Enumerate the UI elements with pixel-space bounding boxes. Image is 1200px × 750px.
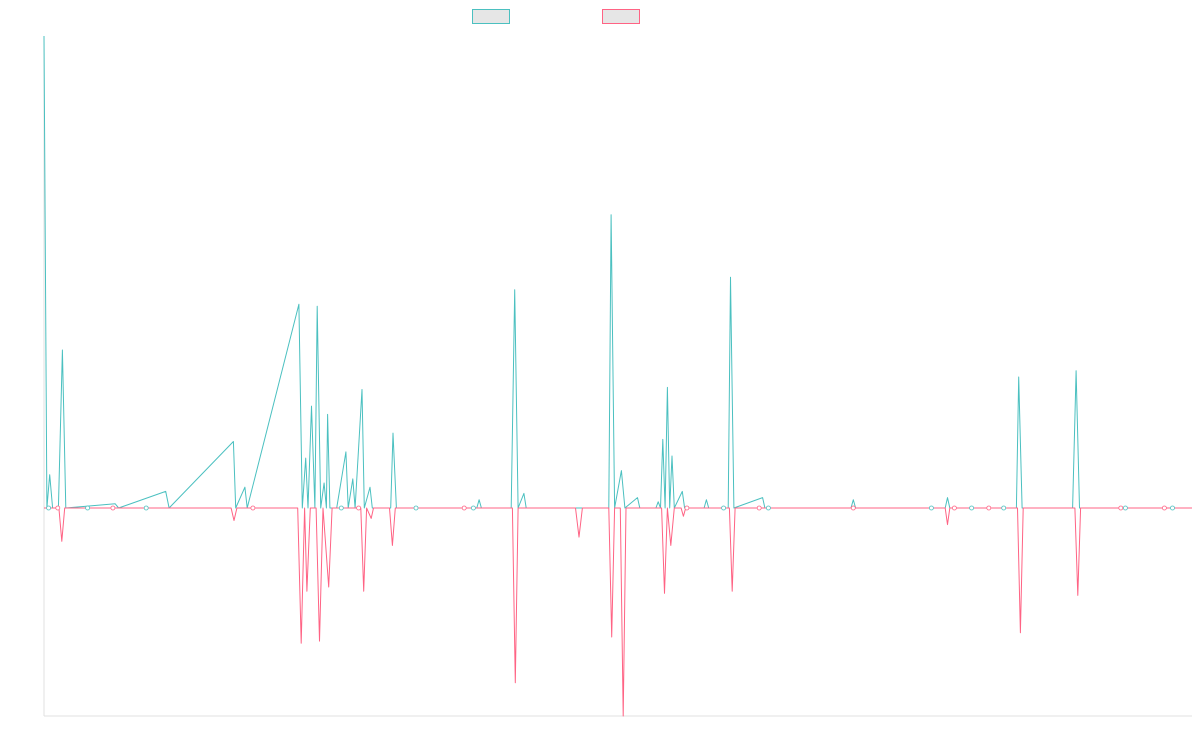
- data-point-marker[interactable]: [338, 505, 344, 511]
- data-point-marker[interactable]: [143, 505, 149, 511]
- data-point-marker[interactable]: [969, 505, 974, 511]
- series-line-positive[interactable]: [43, 35, 1192, 509]
- data-point-marker[interactable]: [250, 505, 256, 511]
- data-point-marker[interactable]: [986, 505, 992, 511]
- data-point-marker[interactable]: [110, 505, 116, 511]
- data-point-marker[interactable]: [85, 505, 90, 511]
- data-point-marker[interactable]: [470, 505, 476, 511]
- data-point-marker[interactable]: [850, 505, 856, 511]
- data-point-marker[interactable]: [766, 505, 771, 511]
- data-point-marker[interactable]: [929, 505, 934, 511]
- legend-item-positive[interactable]: [472, 9, 510, 24]
- data-point-marker[interactable]: [1123, 505, 1128, 511]
- data-point-marker[interactable]: [684, 505, 690, 511]
- data-point-marker[interactable]: [46, 505, 51, 511]
- data-point-marker[interactable]: [1118, 505, 1124, 511]
- data-point-marker[interactable]: [952, 505, 957, 511]
- legend: [472, 9, 640, 24]
- data-point-marker[interactable]: [1162, 505, 1167, 511]
- data-point-marker[interactable]: [756, 505, 762, 511]
- legend-swatch-positive: [472, 9, 510, 24]
- series-line-negative[interactable]: [44, 507, 1192, 717]
- legend-swatch-negative: [602, 9, 640, 24]
- data-point-marker[interactable]: [1170, 505, 1175, 511]
- legend-item-negative[interactable]: [602, 9, 640, 24]
- data-point-marker[interactable]: [461, 505, 467, 511]
- data-point-marker[interactable]: [55, 505, 61, 511]
- data-point-marker[interactable]: [413, 505, 419, 511]
- data-point-marker[interactable]: [1001, 505, 1007, 511]
- data-point-marker[interactable]: [721, 505, 726, 511]
- data-point-marker[interactable]: [356, 505, 362, 511]
